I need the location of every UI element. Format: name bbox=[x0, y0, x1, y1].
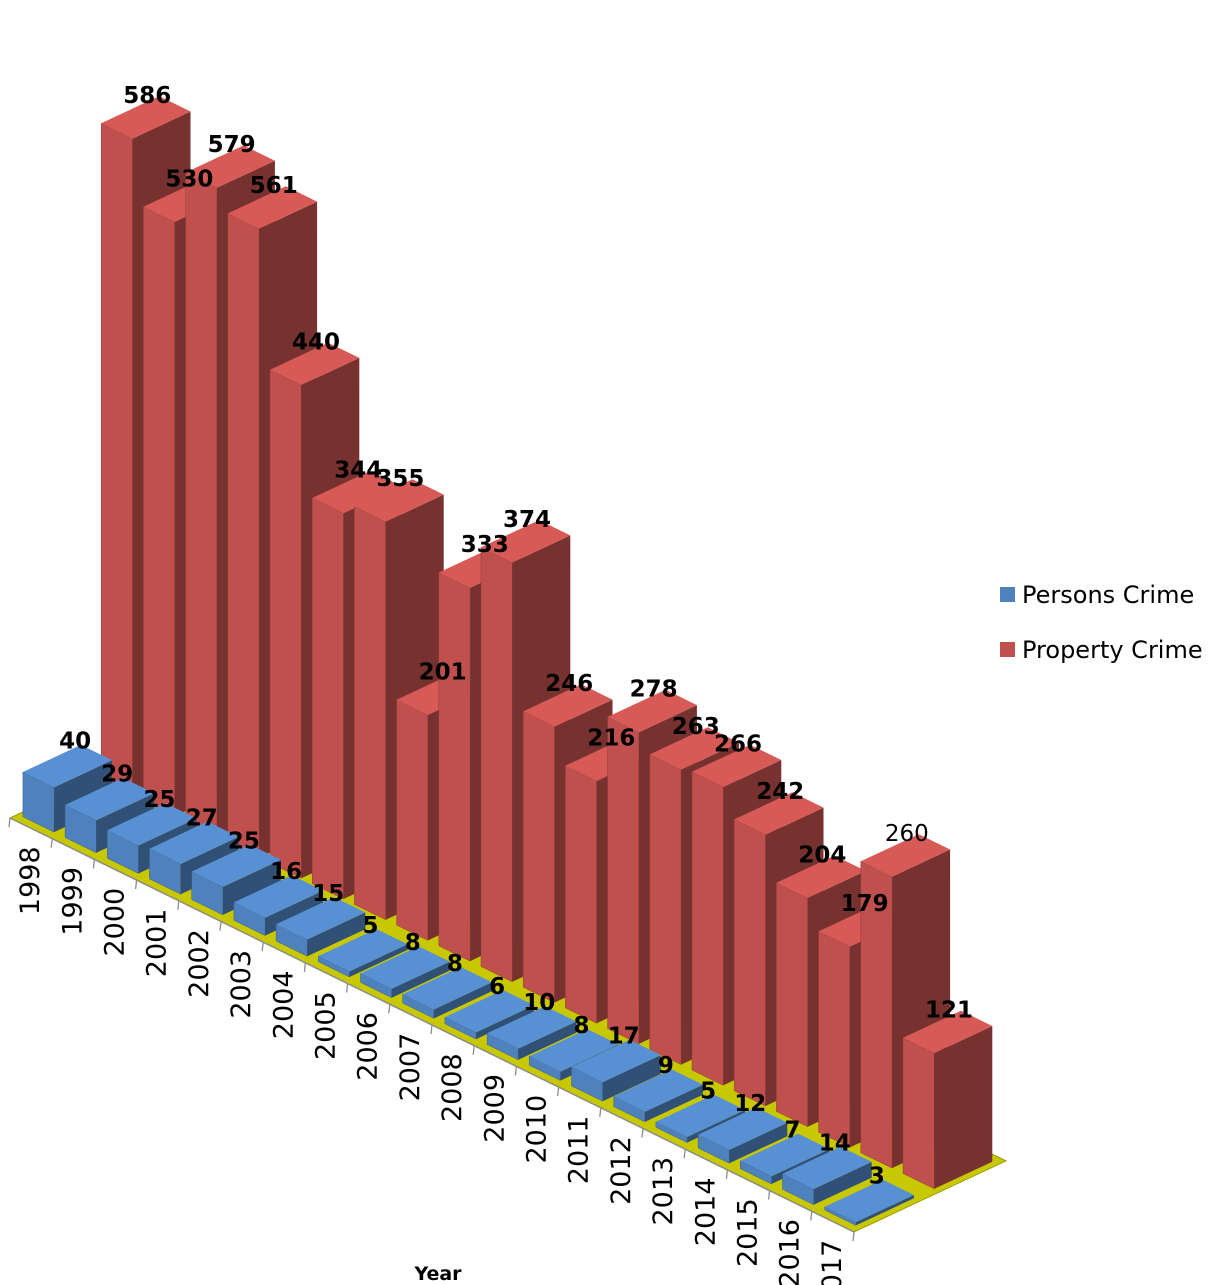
label-property-1998: 586 bbox=[123, 83, 171, 109]
label-property-2016: 260 bbox=[885, 821, 929, 847]
bars bbox=[22, 96, 993, 1226]
label-persons-2011: 17 bbox=[608, 1024, 640, 1050]
label-property-2017: 121 bbox=[925, 997, 973, 1023]
bar-persons-2011 bbox=[571, 1039, 661, 1102]
legend-label-persons: Persons Crime bbox=[1022, 581, 1194, 609]
x-tick-2014: 2014 bbox=[690, 1178, 721, 1247]
x-axis-title: Year bbox=[413, 1263, 462, 1285]
label-property-2006: 333 bbox=[461, 532, 509, 558]
label-persons-2007: 8 bbox=[447, 951, 463, 977]
label-property-1999: 530 bbox=[165, 166, 213, 192]
x-tick-2007: 2007 bbox=[395, 1033, 426, 1102]
label-property-2009: 216 bbox=[587, 725, 635, 751]
label-persons-2009: 10 bbox=[523, 990, 555, 1016]
label-persons-2015: 7 bbox=[784, 1118, 800, 1144]
x-tick-2010: 2010 bbox=[522, 1095, 553, 1164]
label-persons-2012: 9 bbox=[658, 1053, 674, 1079]
bar-persons-2009 bbox=[486, 1006, 577, 1061]
x-tick-1998: 1998 bbox=[15, 846, 46, 915]
bar-persons-2012 bbox=[613, 1069, 703, 1123]
label-property-2007: 374 bbox=[503, 507, 551, 533]
label-persons-2004: 15 bbox=[312, 881, 344, 907]
label-persons-2008: 6 bbox=[489, 974, 505, 1000]
bar-persons-2017 bbox=[824, 1179, 914, 1226]
label-property-2003: 344 bbox=[334, 458, 382, 484]
label-persons-2016: 14 bbox=[819, 1130, 851, 1156]
label-persons-2002: 25 bbox=[228, 828, 260, 854]
label-property-2004: 355 bbox=[376, 466, 424, 492]
label-property-2014: 204 bbox=[798, 842, 846, 868]
label-property-2015: 179 bbox=[841, 891, 889, 917]
x-tick-2012: 2012 bbox=[606, 1136, 637, 1205]
x-tick-2008: 2008 bbox=[437, 1053, 468, 1122]
x-tick-2015: 2015 bbox=[733, 1198, 764, 1267]
bar-persons-2007 bbox=[402, 967, 492, 1019]
label-persons-2001: 27 bbox=[186, 805, 218, 831]
label-property-2005: 201 bbox=[419, 659, 467, 685]
label-property-2012: 266 bbox=[714, 731, 762, 757]
x-tick-2001: 2001 bbox=[142, 909, 173, 978]
label-persons-2005: 5 bbox=[362, 913, 378, 939]
legend-swatch-persons bbox=[1000, 587, 1015, 602]
bar-persons-2016 bbox=[782, 1146, 872, 1206]
label-property-2010: 278 bbox=[630, 677, 678, 703]
bar-persons-2005 bbox=[318, 929, 408, 978]
label-property-2008: 246 bbox=[545, 671, 593, 697]
label-property-2001: 561 bbox=[250, 173, 298, 199]
label-persons-2014: 12 bbox=[734, 1091, 766, 1117]
data-labels: 5865305795614403443552013333742462162782… bbox=[59, 83, 973, 1190]
label-persons-2006: 8 bbox=[405, 930, 421, 956]
x-tick-2003: 2003 bbox=[226, 950, 257, 1019]
label-persons-1999: 29 bbox=[101, 762, 133, 788]
label-persons-2003: 16 bbox=[270, 859, 302, 885]
label-persons-2013: 5 bbox=[700, 1078, 716, 1104]
bar-persons-2008 bbox=[444, 990, 535, 1040]
bar-persons-2014 bbox=[697, 1107, 788, 1164]
legend: Persons Crime Property Crime bbox=[1000, 581, 1203, 664]
x-tick-2004: 2004 bbox=[268, 971, 299, 1040]
x-tick-labels: 1998 1999 2000 2001 2002 2003 2004 2005 2006 2007… bbox=[15, 846, 848, 1285]
x-tick-2000: 2000 bbox=[100, 888, 131, 957]
x-tick-1999: 1999 bbox=[57, 867, 88, 936]
label-property-2011: 263 bbox=[672, 714, 720, 740]
legend-swatch-property bbox=[1000, 642, 1015, 657]
label-property-2002: 440 bbox=[292, 329, 340, 355]
bar-property-2017 bbox=[902, 1010, 993, 1190]
x-tick-2011: 2011 bbox=[564, 1116, 595, 1185]
label-persons-2017: 3 bbox=[869, 1163, 885, 1189]
bar-persons-2004 bbox=[275, 897, 366, 957]
label-persons-1998: 40 bbox=[59, 729, 91, 755]
label-property-2000: 579 bbox=[208, 132, 256, 158]
x-tick-2016: 2016 bbox=[775, 1219, 806, 1285]
bar-persons-2006 bbox=[360, 946, 450, 999]
label-persons-2010: 8 bbox=[573, 1013, 589, 1039]
x-tick-2013: 2013 bbox=[648, 1157, 679, 1226]
x-tick-2009: 2009 bbox=[479, 1074, 510, 1143]
x-tick-2017: 2017 bbox=[817, 1240, 848, 1285]
label-persons-2000: 25 bbox=[143, 787, 175, 813]
x-tick-2006: 2006 bbox=[353, 1012, 384, 1081]
legend-label-property: Property Crime bbox=[1022, 636, 1203, 664]
label-property-2013: 242 bbox=[756, 779, 804, 805]
x-tick-2002: 2002 bbox=[184, 929, 215, 998]
x-tick-2005: 2005 bbox=[311, 991, 342, 1060]
